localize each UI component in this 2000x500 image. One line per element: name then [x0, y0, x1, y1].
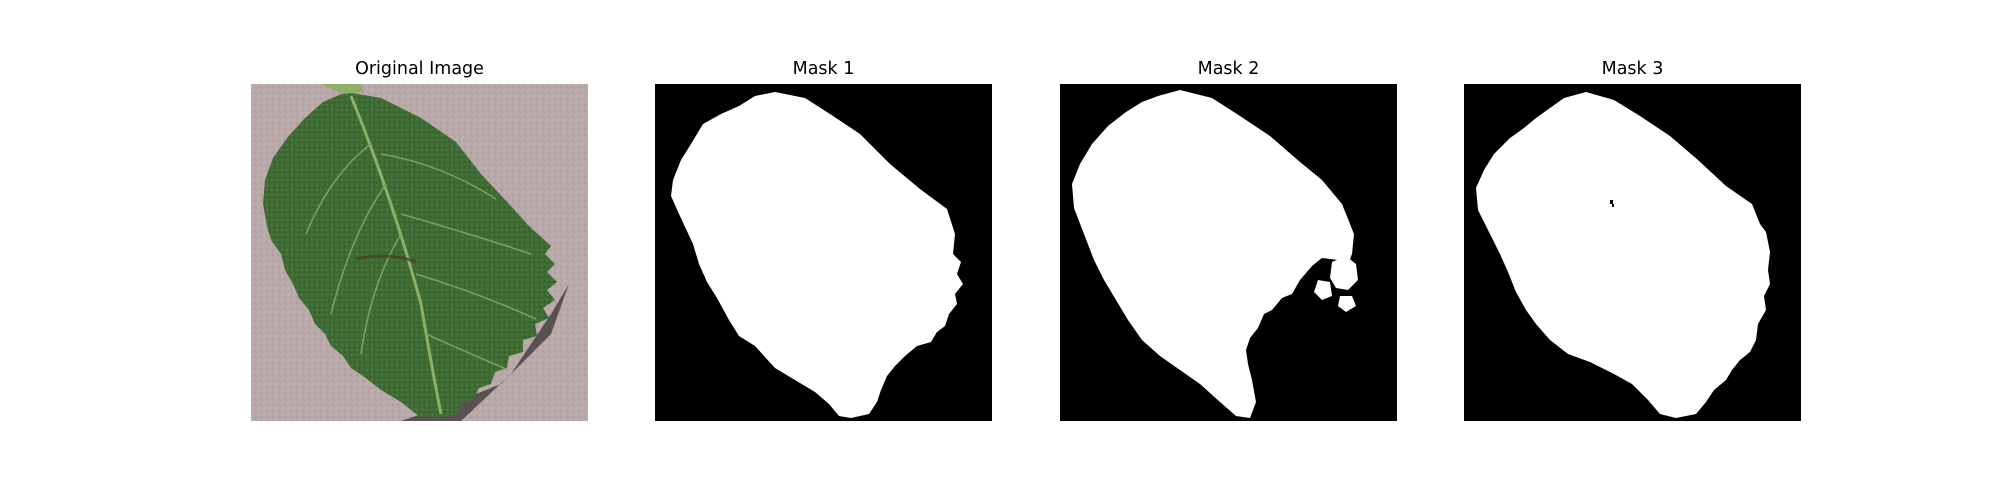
mask-1-region [671, 92, 963, 418]
mask-3-region [1476, 92, 1770, 418]
mask-3-panel [1464, 84, 1801, 421]
mask-3-speck [1610, 200, 1613, 204]
mask-2-island [1330, 256, 1358, 290]
leaf-vein [425, 333, 507, 370]
leaf-blemish [355, 254, 417, 264]
panel-title-original-image: Original Image [355, 59, 484, 79]
leaf-vein [305, 143, 372, 235]
mask-2-region [1072, 90, 1354, 418]
mask-1-image [655, 84, 992, 421]
leaf-vein [360, 233, 402, 355]
mask-2-island [1314, 280, 1332, 300]
mask-3-image [1464, 84, 1801, 421]
panel-title-mask-3: Mask 3 [1601, 59, 1664, 79]
original-image-panel [251, 84, 588, 421]
leaf-shadow [401, 284, 569, 421]
leaf-vein [330, 183, 387, 315]
mask-2-image [1060, 84, 1397, 421]
panel-title-mask-1: Mask 1 [792, 59, 855, 79]
mask-1-panel [655, 84, 992, 421]
leaf-photo [251, 84, 588, 421]
leaf-midrib [349, 95, 443, 415]
mask-2-panel [1060, 84, 1397, 421]
leaf-stem [321, 84, 363, 94]
panel-title-mask-2: Mask 2 [1197, 59, 1260, 79]
mask-3-speck [1612, 204, 1614, 207]
leaf-shape [263, 92, 557, 418]
mask-2-island [1338, 296, 1356, 312]
leaf-vein [380, 153, 497, 200]
leaf-vein [415, 273, 537, 320]
leaf-vein [400, 213, 532, 255]
